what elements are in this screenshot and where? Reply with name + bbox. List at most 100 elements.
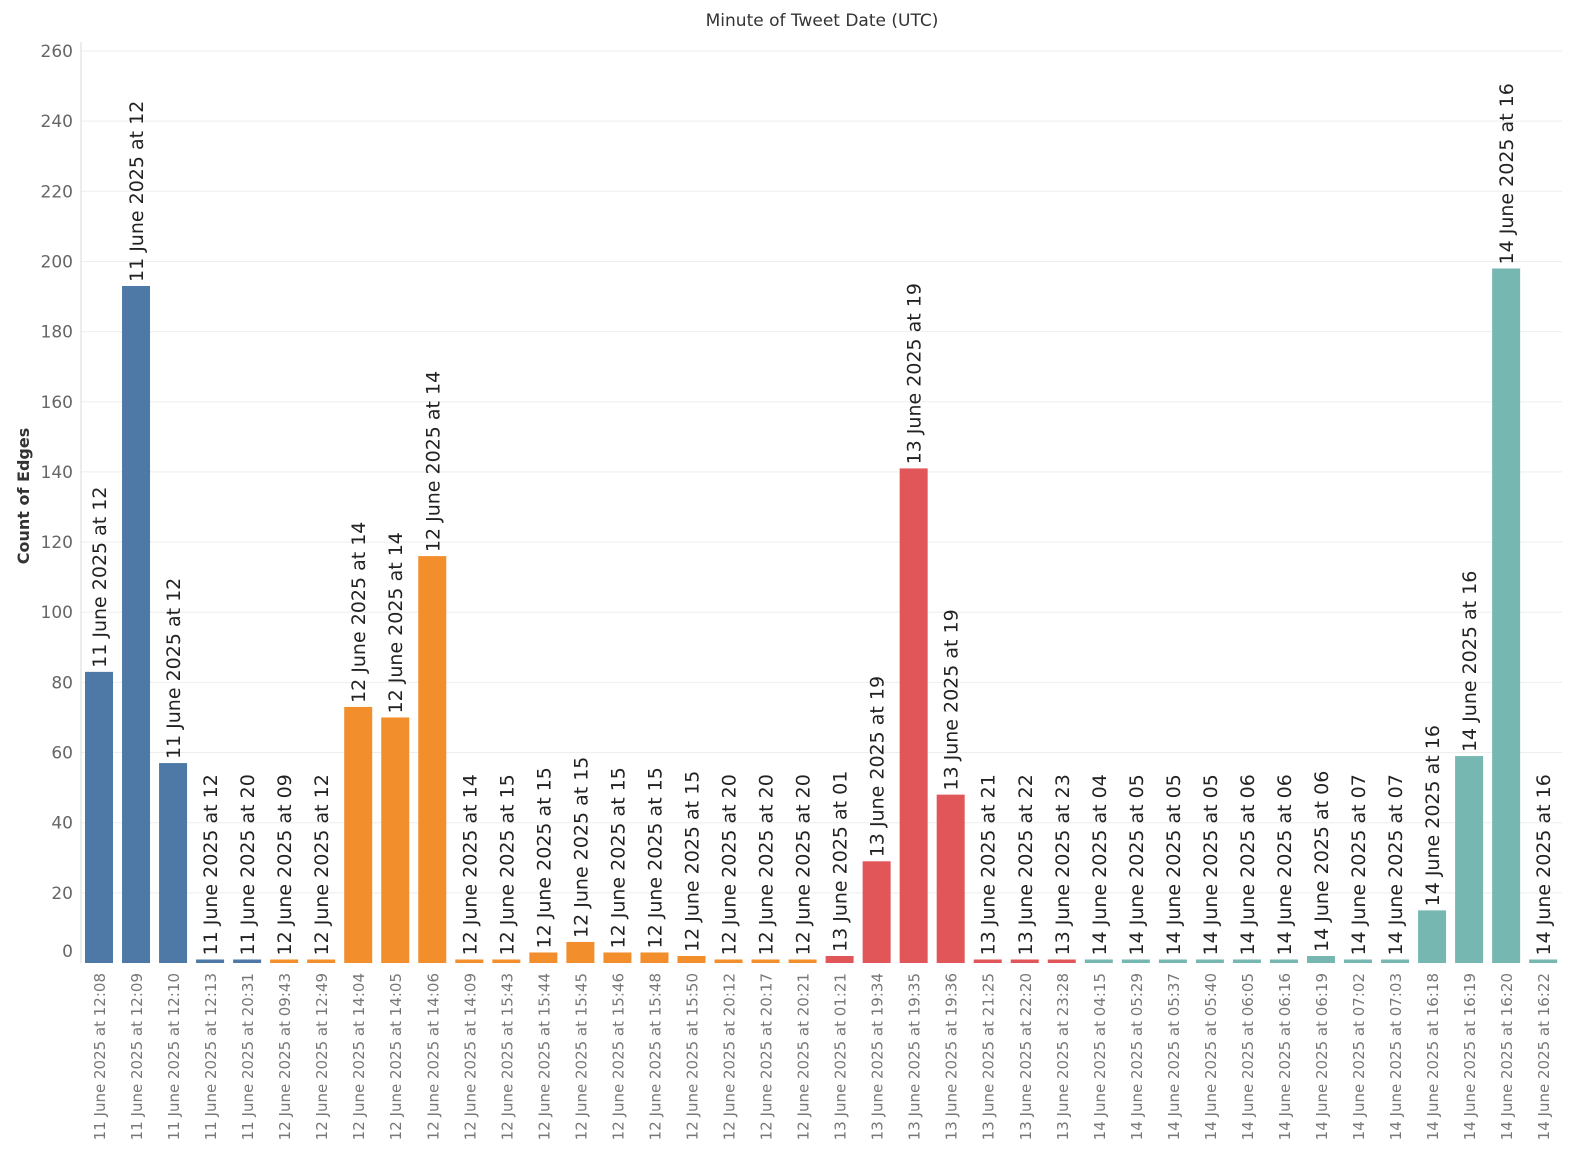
x-tick-label: 14 June 2025 at 04:15 bbox=[1091, 973, 1109, 1140]
y-tick-label: 220 bbox=[41, 182, 73, 202]
x-tick-label: 12 June 2025 at 20:12 bbox=[721, 973, 739, 1140]
x-tick-label: 12 June 2025 at 14:06 bbox=[424, 973, 442, 1140]
data-label: 14 June 2025 at 05 bbox=[1200, 774, 1222, 955]
data-label: 12 June 2025 at 14 bbox=[348, 522, 370, 703]
bar bbox=[307, 959, 336, 963]
x-tick-label: 14 June 2025 at 16:18 bbox=[1424, 973, 1442, 1140]
bar bbox=[492, 959, 521, 963]
data-label: 13 June 2025 at 19 bbox=[904, 283, 926, 464]
y-tick-label: 260 bbox=[41, 42, 73, 62]
y-tick-label: 0 bbox=[62, 942, 73, 962]
data-label: 11 June 2025 at 12 bbox=[200, 774, 222, 955]
bar bbox=[85, 671, 113, 963]
bar bbox=[640, 952, 669, 963]
x-tick-label: 14 June 2025 at 07:02 bbox=[1350, 973, 1368, 1140]
bar bbox=[1121, 959, 1150, 963]
data-label: 14 June 2025 at 16 bbox=[1533, 774, 1555, 955]
bar bbox=[1344, 959, 1373, 963]
data-label: 12 June 2025 at 14 bbox=[385, 532, 407, 713]
bar bbox=[1418, 910, 1447, 963]
data-label: 12 June 2025 at 15 bbox=[644, 767, 666, 948]
bar bbox=[788, 959, 817, 963]
x-tick-label: 14 June 2025 at 16:19 bbox=[1461, 973, 1479, 1140]
data-label: 14 June 2025 at 06 bbox=[1237, 774, 1259, 955]
x-tick-label: 12 June 2025 at 15:44 bbox=[535, 973, 553, 1140]
data-label: 11 June 2025 at 12 bbox=[163, 578, 185, 759]
bars bbox=[85, 268, 1558, 963]
data-label: 14 June 2025 at 06 bbox=[1274, 774, 1296, 955]
bar bbox=[1158, 959, 1187, 963]
y-axis-label: Count of Edges bbox=[14, 428, 33, 564]
data-label: 12 June 2025 at 15 bbox=[570, 757, 592, 938]
x-tick-label: 13 June 2025 at 21:25 bbox=[980, 973, 998, 1140]
data-label: 12 June 2025 at 09 bbox=[274, 774, 296, 955]
bar bbox=[344, 706, 373, 963]
x-tick-label: 14 June 2025 at 06:19 bbox=[1313, 973, 1331, 1140]
y-tick-label: 40 bbox=[51, 814, 73, 834]
bar bbox=[270, 959, 299, 963]
data-label: 14 June 2025 at 16 bbox=[1459, 571, 1481, 752]
bar bbox=[1195, 959, 1224, 963]
data-label: 13 June 2025 at 22 bbox=[1015, 774, 1037, 955]
y-tick-label: 100 bbox=[41, 603, 73, 623]
data-labels: 11 June 2025 at 12 11 June 2025 at 12 11 J… bbox=[89, 83, 1555, 955]
bar bbox=[714, 959, 743, 963]
y-tick-label: 160 bbox=[41, 393, 73, 413]
bar bbox=[381, 717, 410, 963]
data-label: 11 June 2025 at 12 bbox=[89, 487, 111, 668]
x-tick-label: 13 June 2025 at 19:34 bbox=[869, 973, 887, 1140]
x-tick-label: 14 June 2025 at 06:05 bbox=[1239, 973, 1257, 1140]
data-label: 12 June 2025 at 14 bbox=[422, 371, 444, 552]
data-label: 12 June 2025 at 12 bbox=[311, 774, 333, 955]
data-label: 12 June 2025 at 14 bbox=[459, 774, 481, 955]
bar bbox=[1381, 959, 1410, 963]
data-label: 12 June 2025 at 15 bbox=[533, 767, 555, 948]
data-label: 11 June 2025 at 12 bbox=[126, 101, 148, 282]
bar bbox=[122, 286, 151, 963]
data-label: 12 June 2025 at 20 bbox=[719, 774, 741, 955]
data-label: 14 June 2025 at 04 bbox=[1089, 774, 1111, 955]
gridlines bbox=[80, 42, 1562, 963]
bar bbox=[566, 941, 595, 963]
x-tick-label: 12 June 2025 at 15:50 bbox=[683, 973, 701, 1140]
x-tick-label: 14 June 2025 at 05:40 bbox=[1202, 973, 1220, 1140]
x-tick-label: 14 June 2025 at 16:22 bbox=[1535, 973, 1553, 1140]
x-tick-label: 12 June 2025 at 14:09 bbox=[461, 973, 479, 1140]
x-tick-label: 11 June 2025 at 20:31 bbox=[239, 973, 257, 1140]
data-label: 14 June 2025 at 07 bbox=[1385, 774, 1407, 955]
bar bbox=[159, 763, 188, 963]
x-tick-label: 12 June 2025 at 20:17 bbox=[758, 973, 776, 1140]
bar bbox=[1306, 955, 1335, 963]
x-tick-label: 12 June 2025 at 14:05 bbox=[387, 973, 405, 1140]
x-tick-label: 12 June 2025 at 20:21 bbox=[795, 973, 813, 1140]
x-tick-label: 11 June 2025 at 12:13 bbox=[202, 973, 220, 1140]
bar bbox=[677, 955, 706, 963]
chart-title: Minute of Tweet Date (UTC) bbox=[706, 11, 939, 31]
data-label: 13 June 2025 at 19 bbox=[867, 676, 889, 857]
bar bbox=[899, 468, 928, 963]
x-tick-label: 13 June 2025 at 19:35 bbox=[906, 973, 924, 1140]
bar bbox=[1084, 959, 1113, 963]
x-tick-label: 12 June 2025 at 15:46 bbox=[609, 973, 627, 1140]
x-tick-label: 14 June 2025 at 05:37 bbox=[1165, 973, 1183, 1140]
data-label: 14 June 2025 at 07 bbox=[1348, 774, 1370, 955]
bar bbox=[1047, 959, 1076, 963]
bar bbox=[418, 556, 447, 963]
bar bbox=[751, 959, 780, 963]
x-tick-label: 12 June 2025 at 15:45 bbox=[572, 973, 590, 1140]
y-tick-label: 200 bbox=[41, 252, 73, 272]
data-label: 12 June 2025 at 15 bbox=[681, 771, 703, 952]
y-tick-label: 80 bbox=[51, 673, 73, 693]
x-tick-label: 11 June 2025 at 12:10 bbox=[165, 973, 183, 1140]
y-tick-label: 180 bbox=[41, 323, 73, 343]
data-label: 14 June 2025 at 05 bbox=[1126, 774, 1148, 955]
x-tick-label: 13 June 2025 at 22:20 bbox=[1017, 973, 1035, 1140]
x-tick-label: 11 June 2025 at 12:09 bbox=[128, 973, 146, 1140]
data-label: 14 June 2025 at 05 bbox=[1163, 774, 1185, 955]
x-tick-label: 12 June 2025 at 09:43 bbox=[276, 973, 294, 1140]
x-tick-label: 13 June 2025 at 01:21 bbox=[832, 973, 850, 1140]
data-label: 13 June 2025 at 01 bbox=[830, 771, 852, 952]
data-label: 12 June 2025 at 15 bbox=[607, 767, 629, 948]
bar bbox=[1269, 959, 1298, 963]
data-label: 14 June 2025 at 16 bbox=[1422, 725, 1444, 906]
